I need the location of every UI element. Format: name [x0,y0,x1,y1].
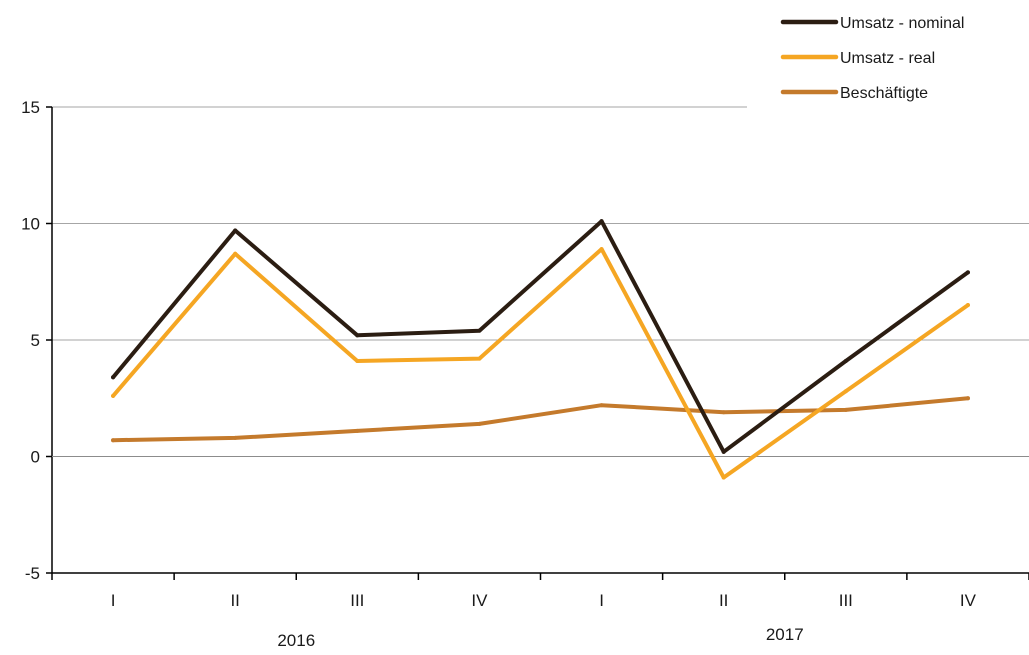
data-point [111,438,116,443]
legend: Umsatz - nominal Umsatz - real Beschäftigt… [780,15,964,102]
x-group-label: 2016 [277,631,315,650]
series-lines [111,219,970,480]
data-point [233,435,238,440]
data-point [111,375,116,380]
gridlines [52,106,1029,341]
y-tick-label: 10 [21,215,40,234]
x-tick-label: II [719,591,728,610]
data-point [599,403,604,408]
y-tick-label: 5 [31,331,40,350]
data-point [111,393,116,398]
x-tick-label: III [350,591,364,610]
data-point [721,475,726,480]
y-tick-label: 15 [21,98,40,117]
x-group-label: 2017 [766,625,804,644]
x-tick-label: IV [471,591,488,610]
data-point [843,407,848,412]
data-point [233,251,238,256]
data-point [599,247,604,252]
series-line [111,247,970,480]
legend-label: Beschäftigte [840,85,928,102]
y-tick-label: -5 [25,564,40,583]
series-line [111,219,970,454]
data-point [477,421,482,426]
legend-label: Umsatz - real [840,50,935,67]
data-point [599,219,604,224]
data-point [721,449,726,454]
x-tick-label: IV [960,591,977,610]
data-point [233,228,238,233]
x-tick-label: II [230,591,239,610]
y-tick-label: 0 [31,448,40,467]
x-tick-label: I [599,591,604,610]
data-point [721,410,726,415]
data-point [843,389,848,394]
data-point [477,328,482,333]
x-tick-label: I [111,591,116,610]
data-point [477,356,482,361]
legend-label: Umsatz - nominal [840,15,964,32]
data-point [355,358,360,363]
data-point [965,270,970,275]
y-axis: -5 0 5 10 15 [21,98,53,583]
data-point [843,358,848,363]
series-line [111,396,970,443]
data-point [355,428,360,433]
data-point [965,303,970,308]
x-tick-label: III [839,591,853,610]
data-point [965,396,970,401]
data-point [355,333,360,338]
